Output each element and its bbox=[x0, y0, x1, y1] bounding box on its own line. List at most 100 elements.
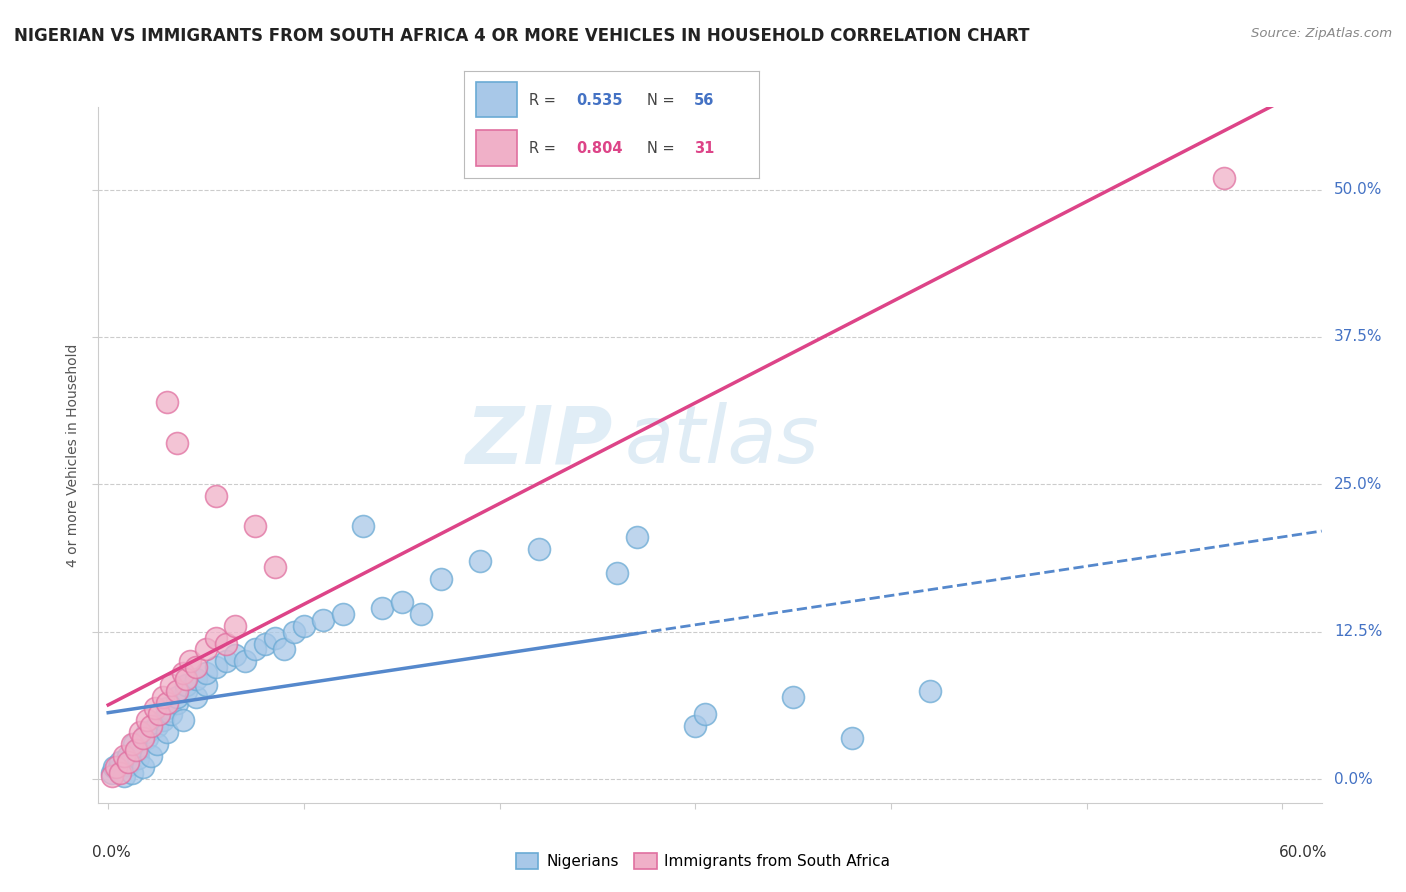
Point bbox=[224, 619, 246, 633]
Point bbox=[103, 760, 125, 774]
Point bbox=[156, 701, 179, 715]
Point bbox=[920, 683, 942, 698]
Point bbox=[127, 751, 149, 765]
Point bbox=[152, 713, 174, 727]
Point bbox=[176, 683, 198, 698]
Legend: Nigerians, Immigrants from South Africa: Nigerians, Immigrants from South Africa bbox=[509, 847, 897, 875]
Point bbox=[132, 760, 155, 774]
Point bbox=[121, 766, 143, 780]
Point bbox=[263, 560, 285, 574]
Text: 50.0%: 50.0% bbox=[1334, 182, 1382, 197]
Text: ZIP: ZIP bbox=[465, 402, 612, 480]
Point bbox=[626, 531, 648, 545]
Point bbox=[132, 731, 155, 745]
Text: N =: N = bbox=[647, 93, 679, 108]
Point bbox=[430, 572, 453, 586]
Point bbox=[224, 648, 246, 663]
Point bbox=[352, 518, 374, 533]
Point bbox=[205, 489, 228, 503]
Text: 0.535: 0.535 bbox=[576, 93, 623, 108]
Point bbox=[112, 769, 135, 783]
Text: 37.5%: 37.5% bbox=[1334, 329, 1382, 344]
Point bbox=[141, 719, 163, 733]
Point bbox=[782, 690, 804, 704]
Point bbox=[117, 748, 139, 763]
Point bbox=[152, 690, 174, 704]
Text: 0.0%: 0.0% bbox=[93, 845, 131, 860]
Point bbox=[283, 624, 305, 639]
Point bbox=[101, 766, 124, 780]
Point bbox=[841, 731, 863, 745]
Point bbox=[122, 737, 145, 751]
Point bbox=[172, 666, 194, 681]
Point bbox=[141, 748, 163, 763]
Text: 12.5%: 12.5% bbox=[1334, 624, 1382, 640]
Point bbox=[411, 607, 433, 621]
Point bbox=[112, 748, 135, 763]
Point bbox=[156, 395, 179, 409]
Point bbox=[105, 760, 128, 774]
Point bbox=[233, 654, 256, 668]
Point bbox=[391, 595, 413, 609]
Point bbox=[172, 713, 194, 727]
Text: 56: 56 bbox=[695, 93, 714, 108]
Point bbox=[468, 554, 491, 568]
Text: 0.804: 0.804 bbox=[576, 141, 623, 156]
Point bbox=[179, 654, 201, 668]
Point bbox=[160, 707, 183, 722]
Point bbox=[332, 607, 354, 621]
Point bbox=[121, 737, 143, 751]
Point bbox=[124, 743, 146, 757]
Text: 25.0%: 25.0% bbox=[1334, 477, 1382, 491]
Text: NIGERIAN VS IMMIGRANTS FROM SOUTH AFRICA 4 OR MORE VEHICLES IN HOUSEHOLD CORRELA: NIGERIAN VS IMMIGRANTS FROM SOUTH AFRICA… bbox=[14, 27, 1029, 45]
Point bbox=[243, 642, 266, 657]
Point bbox=[108, 755, 131, 769]
Point bbox=[186, 672, 208, 686]
Text: 60.0%: 60.0% bbox=[1279, 845, 1327, 860]
FancyBboxPatch shape bbox=[475, 82, 517, 118]
Point bbox=[186, 660, 208, 674]
Point bbox=[117, 758, 139, 772]
Point bbox=[143, 701, 166, 715]
Point bbox=[146, 737, 169, 751]
Point bbox=[127, 743, 149, 757]
Text: R =: R = bbox=[529, 93, 561, 108]
Point bbox=[148, 707, 170, 722]
Point bbox=[606, 566, 628, 580]
Point bbox=[205, 660, 228, 674]
Point bbox=[253, 637, 276, 651]
Point bbox=[176, 672, 198, 686]
Point bbox=[243, 518, 266, 533]
Point bbox=[176, 678, 198, 692]
Point bbox=[101, 769, 124, 783]
Y-axis label: 4 or more Vehicles in Household: 4 or more Vehicles in Household bbox=[66, 343, 80, 566]
Point bbox=[263, 631, 285, 645]
Point bbox=[128, 725, 150, 739]
Text: 0.0%: 0.0% bbox=[1334, 772, 1372, 787]
Point bbox=[107, 763, 129, 777]
Point bbox=[166, 696, 188, 710]
Point bbox=[166, 690, 188, 704]
Point bbox=[166, 436, 188, 450]
Text: Source: ZipAtlas.com: Source: ZipAtlas.com bbox=[1251, 27, 1392, 40]
Point bbox=[156, 725, 179, 739]
Point bbox=[186, 690, 208, 704]
Point bbox=[1212, 170, 1234, 185]
Point bbox=[160, 678, 183, 692]
Point bbox=[312, 613, 335, 627]
Point bbox=[371, 601, 394, 615]
Point bbox=[205, 631, 228, 645]
Text: 31: 31 bbox=[695, 141, 714, 156]
Point bbox=[195, 678, 218, 692]
Text: atlas: atlas bbox=[624, 402, 820, 480]
Text: R =: R = bbox=[529, 141, 561, 156]
Point bbox=[108, 766, 131, 780]
Point bbox=[292, 619, 315, 633]
Point bbox=[195, 642, 218, 657]
Point bbox=[136, 725, 159, 739]
Point bbox=[695, 707, 717, 722]
Point bbox=[156, 696, 179, 710]
Point bbox=[136, 713, 159, 727]
Text: N =: N = bbox=[647, 141, 679, 156]
FancyBboxPatch shape bbox=[475, 130, 517, 166]
